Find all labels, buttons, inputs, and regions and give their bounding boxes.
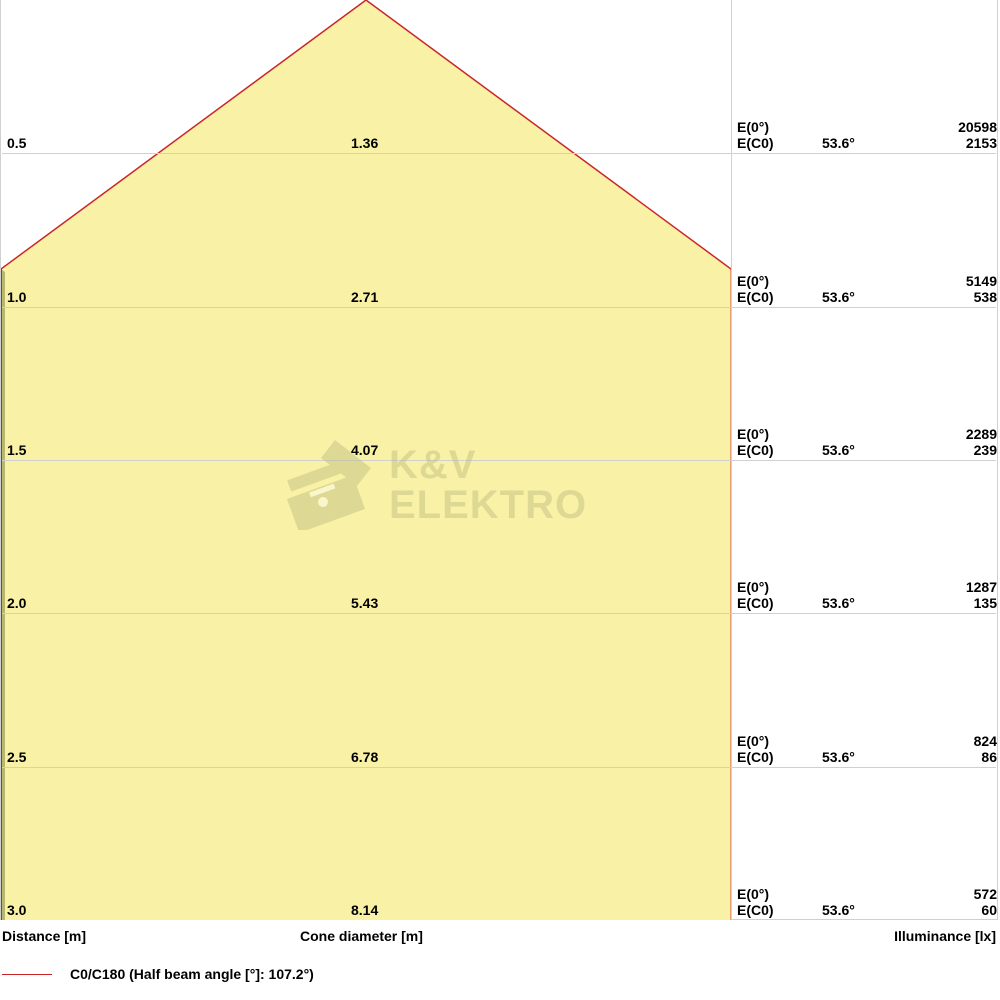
e0-value: 824 (907, 733, 997, 749)
illuminance-group: E(0°) 20598 E(C0) 53.6° 2153 (737, 119, 997, 151)
light-cone-diagram: 0.5 1.36 E(0°) 20598 E(C0) 53.6° 2153 1.0 2.71 E(… (0, 0, 1000, 1000)
e0-angle (822, 119, 892, 135)
illuminance-group: E(0°) 572 E(C0) 53.6° 60 (737, 886, 997, 918)
ec0-angle: 53.6° (822, 442, 892, 458)
ec0-value: 2153 (907, 135, 997, 151)
e0-angle (822, 426, 892, 442)
watermark: K&V ELEKTRO (281, 440, 587, 530)
watermark-text: K&V ELEKTRO (389, 445, 587, 525)
ec0-value: 538 (907, 289, 997, 305)
gridline (2, 307, 996, 308)
ec0-label: E(C0) (737, 902, 807, 918)
illuminance-group: E(0°) 5149 E(C0) 53.6° 538 (737, 273, 997, 305)
e0-angle (822, 886, 892, 902)
distance-label: 2.5 (7, 749, 26, 765)
e0-value: 1287 (907, 579, 997, 595)
illuminance-group: E(0°) 824 E(C0) 53.6° 86 (737, 733, 997, 765)
e0-angle (822, 733, 892, 749)
e0-label: E(0°) (737, 119, 807, 135)
gridline (2, 767, 996, 768)
diameter-label: 6.78 (351, 749, 378, 765)
distance-label: 1.0 (7, 289, 26, 305)
legend-text: C0/C180 (Half beam angle [°]: 107.2°) (70, 966, 314, 982)
e0-label: E(0°) (737, 733, 807, 749)
e0-label: E(0°) (737, 579, 807, 595)
distance-label: 0.5 (7, 135, 26, 151)
ec0-label: E(C0) (737, 289, 807, 305)
diameter-label: 1.36 (351, 135, 378, 151)
e0-angle (822, 273, 892, 289)
watermark-line2: ELEKTRO (389, 485, 587, 525)
distance-label: 3.0 (7, 902, 26, 918)
ec0-label: E(C0) (737, 135, 807, 151)
ec0-value: 86 (907, 749, 997, 765)
legend-line (2, 974, 52, 975)
distance-label: 1.5 (7, 442, 26, 458)
ec0-angle: 53.6° (822, 595, 892, 611)
e0-label: E(0°) (737, 886, 807, 902)
ec0-label: E(C0) (737, 749, 807, 765)
watermark-icon (281, 440, 371, 530)
chart-area: 0.5 1.36 E(0°) 20598 E(C0) 53.6° 2153 1.0 2.71 E(… (0, 0, 998, 920)
ec0-value: 60 (907, 902, 997, 918)
diameter-label: 5.43 (351, 595, 378, 611)
e0-label: E(0°) (737, 273, 807, 289)
e0-angle (822, 579, 892, 595)
e0-value: 20598 (907, 119, 997, 135)
ec0-angle: 53.6° (822, 289, 892, 305)
legend: C0/C180 (Half beam angle [°]: 107.2°) (2, 966, 314, 982)
ec0-angle: 53.6° (822, 749, 892, 765)
distance-label: 2.0 (7, 595, 26, 611)
ec0-label: E(C0) (737, 595, 807, 611)
diameter-label: 8.14 (351, 902, 378, 918)
e0-value: 2289 (907, 426, 997, 442)
e0-value: 572 (907, 886, 997, 902)
gridline (2, 613, 996, 614)
illuminance-group: E(0°) 2289 E(C0) 53.6° 239 (737, 426, 997, 458)
axis-diameter: Cone diameter [m] (300, 928, 423, 944)
axis-distance: Distance [m] (2, 928, 86, 944)
axis-illuminance: Illuminance [lx] (894, 928, 996, 944)
watermark-line1: K&V (389, 445, 587, 485)
diameter-label: 2.71 (351, 289, 378, 305)
ec0-value: 135 (907, 595, 997, 611)
ec0-label: E(C0) (737, 442, 807, 458)
gridline (2, 153, 996, 154)
ec0-angle: 53.6° (822, 902, 892, 918)
ec0-angle: 53.6° (822, 135, 892, 151)
ec0-value: 239 (907, 442, 997, 458)
e0-value: 5149 (907, 273, 997, 289)
illuminance-group: E(0°) 1287 E(C0) 53.6° 135 (737, 579, 997, 611)
e0-label: E(0°) (737, 426, 807, 442)
